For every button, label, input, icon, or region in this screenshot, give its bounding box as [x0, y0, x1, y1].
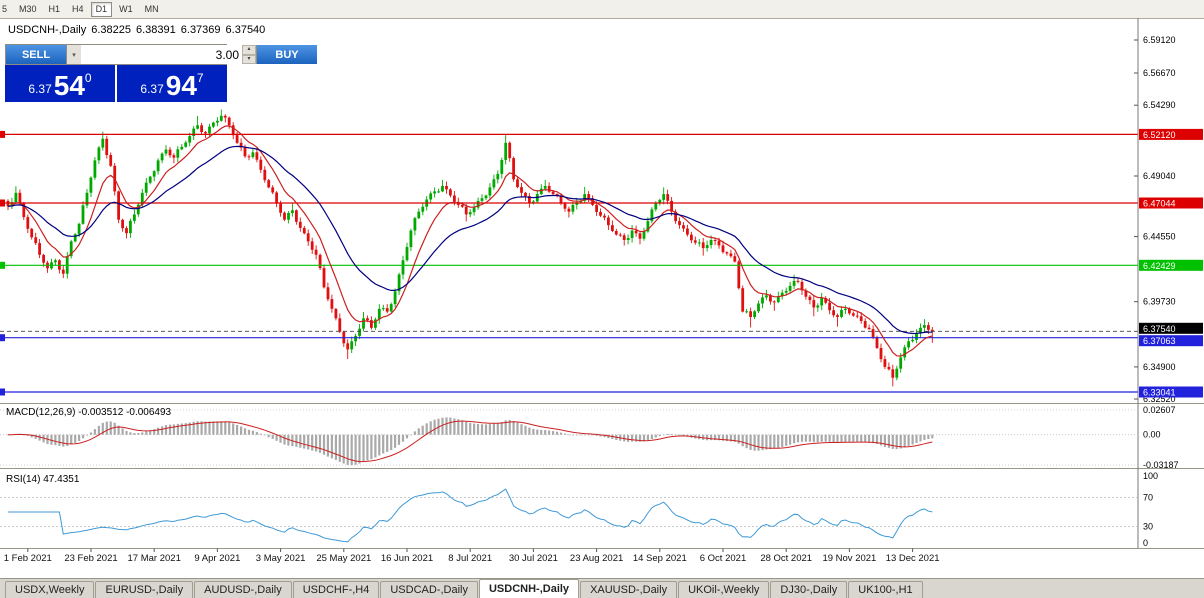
svg-text:6.39730: 6.39730 — [1143, 297, 1176, 307]
chart-tab-usdcad-daily[interactable]: USDCAD-,Daily — [380, 581, 478, 598]
svg-text:23 Aug 2021: 23 Aug 2021 — [570, 553, 623, 564]
bid-big-digits: 54 — [53, 70, 85, 101]
svg-text:13 Dec 2021: 13 Dec 2021 — [886, 553, 940, 564]
svg-text:0.02607: 0.02607 — [1143, 405, 1176, 415]
timeframe-toolbar: 5 M30 H1 H4 D1 W1 MN — [0, 0, 1204, 19]
svg-text:6.56670: 6.56670 — [1143, 68, 1176, 78]
svg-text:6.52120: 6.52120 — [1143, 130, 1176, 140]
svg-text:6.54290: 6.54290 — [1143, 100, 1176, 110]
svg-text:-0.03187: -0.03187 — [1143, 460, 1179, 470]
svg-text:6.47044: 6.47044 — [1143, 199, 1176, 209]
ask-prefix: 6.37 — [140, 82, 164, 96]
svg-text:0: 0 — [1143, 538, 1148, 548]
svg-text:6.42429: 6.42429 — [1143, 261, 1176, 271]
sell-button[interactable]: SELL — [6, 45, 66, 64]
svg-text:3 May 2021: 3 May 2021 — [256, 553, 306, 564]
svg-text:17 Mar 2021: 17 Mar 2021 — [128, 553, 181, 564]
timeframe-button-W1[interactable]: W1 — [114, 2, 138, 17]
svg-text:6.37063: 6.37063 — [1143, 336, 1176, 346]
timeframe-button-H1[interactable]: H1 — [44, 2, 66, 17]
volume-dropdown-button[interactable]: ▾ — [67, 45, 81, 64]
volume-down-button[interactable]: ▾ — [242, 54, 256, 64]
svg-text:23 Feb 2021: 23 Feb 2021 — [64, 553, 117, 564]
ask-big-digits: 94 — [165, 70, 197, 101]
chart-tab-xauusd-daily[interactable]: XAUUSD-,Daily — [580, 581, 678, 598]
timeframe-button-H4[interactable]: H4 — [67, 2, 89, 17]
timeframe-button-M30[interactable]: M30 — [14, 2, 42, 17]
chart-tabs-bar: USDX,Weekly EURUSD-,Daily AUDUSD-,Daily USD… — [0, 578, 1204, 598]
chart-tab-eurusd-daily[interactable]: EURUSD-,Daily — [95, 581, 194, 598]
chart-tab-uk100-h1[interactable]: UK100-,H1 — [848, 581, 923, 598]
buy-button[interactable]: BUY — [257, 45, 317, 64]
chart-tab-dj30-daily[interactable]: DJ30-,Daily — [770, 581, 848, 598]
svg-text:1 Feb 2021: 1 Feb 2021 — [4, 553, 52, 564]
svg-text:6.34900: 6.34900 — [1143, 362, 1176, 372]
svg-text:9 Apr 2021: 9 Apr 2021 — [194, 553, 240, 564]
ask-price-display[interactable]: 6.37 94 7 — [117, 65, 227, 102]
chart-tab-usdcnh-daily[interactable]: USDCNH-,Daily — [478, 579, 580, 598]
svg-text:100: 100 — [1143, 471, 1158, 481]
chart-area[interactable]: 6.59120 6.56670 6.54290 6.49040 6.44550 6.397… — [0, 18, 1204, 578]
timeframe-button-D1[interactable]: D1 — [90, 1, 113, 17]
chart-tab-audusd-daily[interactable]: AUDUSD-,Daily — [194, 581, 292, 598]
svg-text:6.32520: 6.32520 — [1143, 394, 1176, 404]
one-click-trading-panel: SELL ▾ ▴ ▾ BUY 6.37 54 0 6.37 94 7 — [5, 44, 317, 102]
timeframe-button-MN[interactable]: MN — [140, 2, 164, 17]
volume-up-button[interactable]: ▴ — [242, 45, 256, 55]
bid-prefix: 6.37 — [28, 82, 52, 96]
svg-text:6.44550: 6.44550 — [1143, 232, 1176, 242]
chart-tab-ukoil-weekly[interactable]: UKOil-,Weekly — [678, 581, 770, 598]
volume-field: ▾ ▴ ▾ — [66, 45, 257, 64]
bid-price-display[interactable]: 6.37 54 0 — [5, 65, 115, 102]
volume-stepper: ▴ ▾ — [242, 45, 256, 64]
timeframe-button-5[interactable]: 5 — [0, 2, 12, 17]
svg-text:6.49040: 6.49040 — [1143, 171, 1176, 181]
chart-tab-usdx-weekly[interactable]: USDX,Weekly — [5, 581, 95, 598]
svg-text:16 Jun 2021: 16 Jun 2021 — [381, 553, 433, 564]
price-chart-canvas[interactable]: 6.59120 6.56670 6.54290 6.49040 6.44550 6.397… — [0, 18, 1204, 578]
svg-text:0.00: 0.00 — [1143, 430, 1161, 440]
svg-text:6.59120: 6.59120 — [1143, 35, 1176, 45]
svg-text:8 Jul 2021: 8 Jul 2021 — [448, 553, 492, 564]
svg-text:28 Oct 2021: 28 Oct 2021 — [760, 553, 812, 564]
svg-text:6.33041: 6.33041 — [1143, 388, 1176, 398]
svg-text:25 May 2021: 25 May 2021 — [316, 553, 371, 564]
svg-text:30: 30 — [1143, 521, 1153, 531]
svg-text:19 Nov 2021: 19 Nov 2021 — [822, 553, 876, 564]
volume-input[interactable] — [81, 45, 242, 64]
svg-text:70: 70 — [1143, 493, 1153, 503]
bid-sup-digit: 0 — [84, 71, 92, 85]
ask-sup-digit: 7 — [196, 71, 204, 85]
svg-text:30 Jul 2021: 30 Jul 2021 — [509, 553, 558, 564]
chart-tab-usdchf-h4[interactable]: USDCHF-,H4 — [292, 581, 380, 598]
svg-text:6 Oct 2021: 6 Oct 2021 — [700, 553, 746, 564]
svg-text:6.37540: 6.37540 — [1143, 324, 1176, 334]
svg-text:14 Sep 2021: 14 Sep 2021 — [633, 553, 687, 564]
